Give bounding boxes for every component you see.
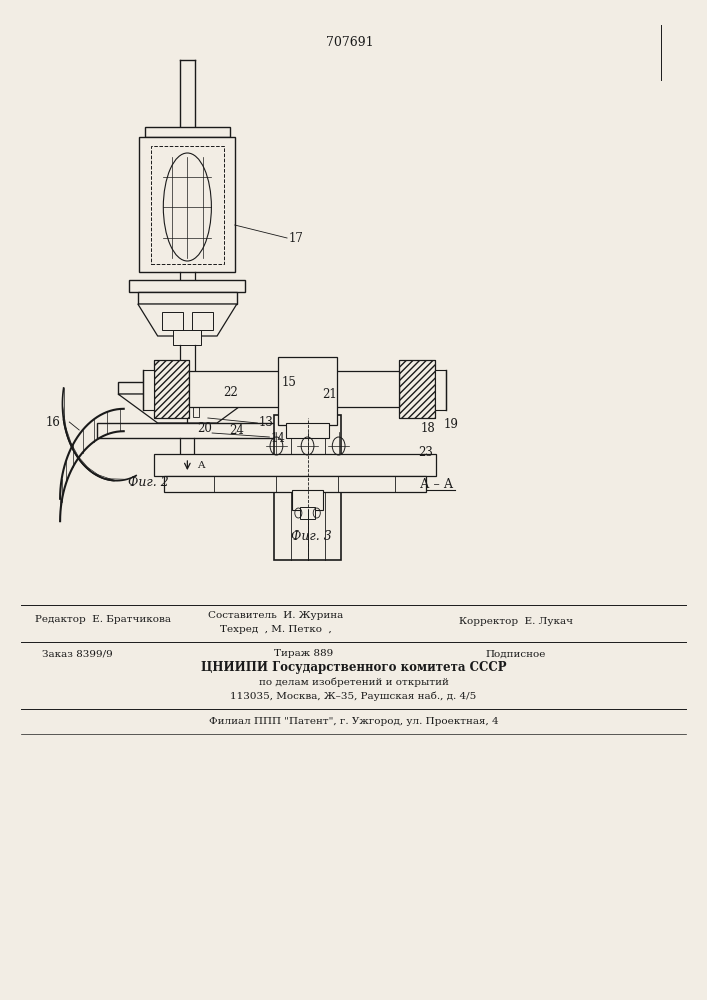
Bar [286, 423, 329, 438]
Text: 19: 19 [443, 418, 459, 430]
Text: 24: 24 [229, 424, 245, 436]
Bar [154, 360, 189, 418]
Bar [151, 146, 224, 264]
Text: 20: 20 [197, 422, 213, 434]
Text: 113035, Москва, Ж–35, Раушская наб., д. 4/5: 113035, Москва, Ж–35, Раушская наб., д. … [230, 691, 477, 701]
Bar [300, 507, 315, 519]
Text: ЦНИИПИ Государственного комитета СССР: ЦНИИПИ Государственного комитета СССР [201, 662, 506, 674]
Bar [139, 137, 235, 272]
Text: 14: 14 [271, 432, 286, 446]
Bar [97, 423, 278, 438]
Text: 15: 15 [281, 376, 296, 389]
Bar [274, 415, 341, 560]
Bar [154, 360, 189, 418]
Text: 17: 17 [288, 232, 303, 244]
Text: 18: 18 [421, 422, 436, 434]
Text: А – А: А – А [420, 479, 454, 491]
Bar [175, 404, 182, 417]
Polygon shape [118, 394, 257, 423]
Bar [399, 360, 435, 418]
Text: Филиал ППП "Патент", г. Ужгород, ул. Проектная, 4: Филиал ППП "Патент", г. Ужгород, ул. Про… [209, 716, 498, 726]
Bar [435, 370, 446, 410]
Bar [143, 370, 154, 410]
Text: Тираж 889: Тираж 889 [274, 650, 334, 658]
Text: Составитель  И. Журина: Составитель И. Журина [208, 610, 344, 619]
Text: 13: 13 [259, 416, 274, 430]
Text: A: A [197, 460, 205, 470]
Bar [164, 476, 426, 492]
Text: Заказ 8399/9: Заказ 8399/9 [42, 650, 113, 658]
Bar [118, 382, 257, 394]
Bar [154, 454, 436, 476]
Bar [399, 360, 435, 418]
Text: Редактор  Е. Братчикова: Редактор Е. Братчикова [35, 615, 170, 624]
Bar [138, 292, 237, 304]
Polygon shape [138, 304, 237, 336]
Bar [192, 312, 213, 330]
Bar [292, 490, 323, 510]
Text: по делам изобретений и открытий: по делам изобретений и открытий [259, 677, 448, 687]
Text: Подписное: Подписное [486, 650, 547, 658]
Bar [162, 312, 183, 330]
Bar [145, 127, 230, 137]
Text: 16: 16 [45, 416, 61, 428]
Text: Фиг. 2: Фиг. 2 [128, 476, 169, 488]
Bar [173, 330, 201, 345]
Text: 22: 22 [223, 386, 238, 399]
Bar [129, 280, 245, 292]
Text: 707691: 707691 [326, 36, 374, 49]
Text: 21: 21 [322, 388, 337, 401]
Text: 23: 23 [419, 446, 433, 458]
Bar [278, 357, 337, 425]
Bar [193, 404, 199, 417]
Text: Корректор  Е. Лукач: Корректор Е. Лукач [459, 617, 573, 626]
Text: Фиг. 3: Фиг. 3 [291, 530, 332, 542]
Bar [189, 371, 399, 407]
Text: Техред  , М. Петко  ,: Техред , М. Петко , [220, 624, 332, 634]
